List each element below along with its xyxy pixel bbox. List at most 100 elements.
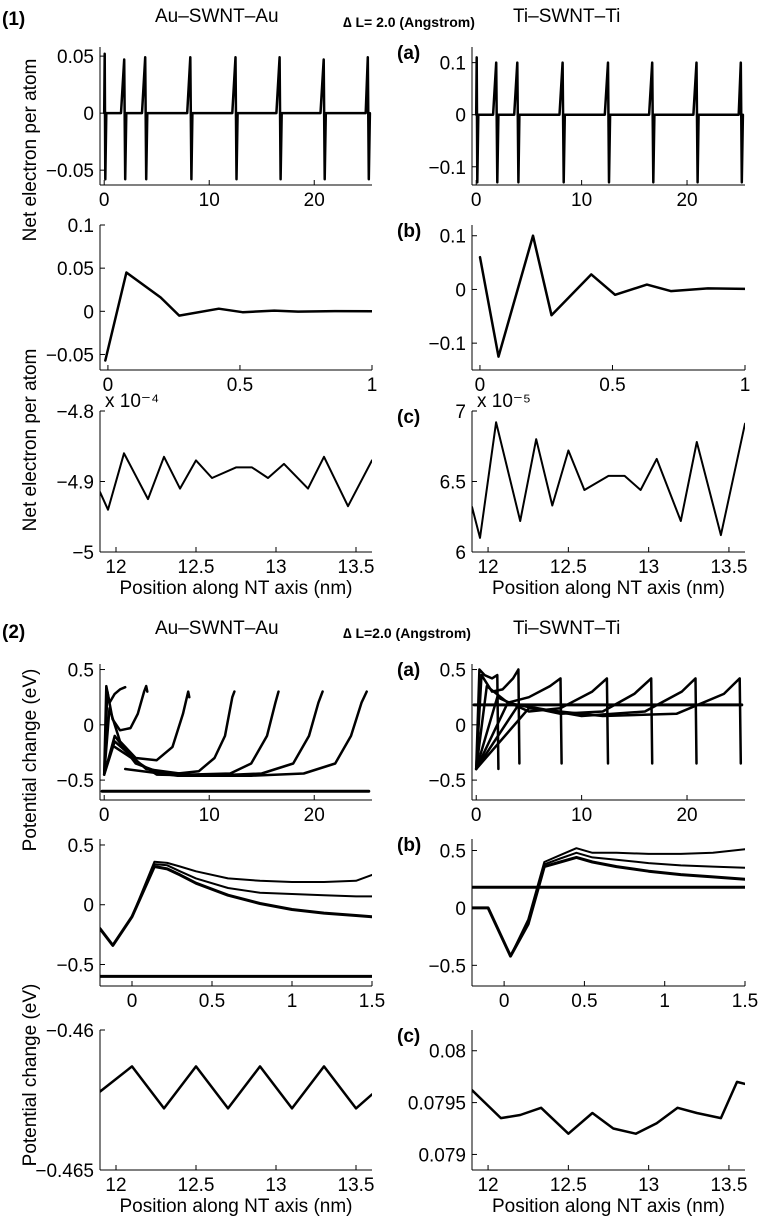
x-tick-label: 12	[105, 557, 126, 578]
ylabel-section1-upper: Net electron per atom	[20, 59, 41, 242]
section2-right-title: Ti–SWNT–Ti	[513, 618, 620, 639]
series-line	[472, 851, 745, 958]
panel-letter: (a)	[397, 660, 420, 681]
panel-p2-ti-c: 12 12.5 13 13.5 0.079 0.0795 0.08 (c) Position a…	[397, 1026, 747, 1217]
x-tick-label: 12	[105, 1175, 126, 1196]
y-tick-label: 0	[455, 899, 466, 920]
x-tick-label: 13.5	[710, 557, 747, 578]
series-line	[100, 863, 372, 947]
series-line	[472, 1080, 745, 1135]
panel-p2-au-b: 0 0.5 1 1.5 −0.5 0 0.5	[56, 836, 385, 1012]
panel-p1-ti-b: 0 0.5 1 −0.1 0 0.1 (b)	[397, 221, 750, 396]
x-axis-label: Position along NT axis (nm)	[119, 578, 352, 599]
y-tick-label: 6	[455, 543, 466, 564]
series-line	[100, 860, 372, 947]
y-tick-label: 0.0795	[408, 1094, 466, 1115]
x-tick-label: 1.5	[732, 991, 758, 1012]
x-axis-label: Position along NT axis (nm)	[492, 1196, 725, 1217]
x-tick-label: 0	[103, 375, 114, 396]
y-tick-label: 0.079	[418, 1145, 466, 1166]
series-line	[478, 234, 745, 358]
series-line	[100, 865, 372, 947]
x-tick-label: 12.5	[550, 1175, 587, 1196]
panel-p1-au-b: 0 0.5 1 −0.05 0 0.05 0.1	[46, 216, 377, 396]
x-tick-label: 10	[571, 805, 592, 826]
section1-left-title: Au–SWNT–Au	[155, 6, 279, 27]
series-line	[474, 677, 610, 771]
y-tick-label: −0.05	[46, 345, 94, 366]
x-tick-label: 0	[99, 190, 110, 211]
x-tick-label: 0.5	[571, 991, 597, 1012]
y-tick-label: 0.08	[429, 1042, 466, 1063]
x-tick-label: 13	[265, 557, 286, 578]
ylabel-section2-upper: Potential change (eV)	[20, 669, 41, 852]
series-line	[104, 271, 372, 362]
y-tick-label: −0.46	[46, 1021, 94, 1042]
x-tick-label: 13	[265, 1175, 286, 1196]
panel-p1-ti-c: 12 12.5 13 13.5 6 6.5 7 (c) x 10⁻⁵ Position along…	[397, 391, 747, 599]
section1-right-title: Ti–SWNT–Ti	[513, 6, 620, 27]
x-tick-label: 13	[638, 557, 659, 578]
panel-letter: (b)	[397, 221, 421, 242]
y-tick-label: 0.1	[68, 216, 94, 237]
y-tick-label: 0	[83, 302, 94, 323]
ylabel-section1-lower: Net electron per atom	[20, 349, 41, 532]
series-line	[474, 677, 698, 771]
y-tick-label: 7	[455, 402, 466, 423]
x-tick-label: 12	[477, 1175, 498, 1196]
y-tick-label: 0	[83, 896, 94, 917]
x-tick-label: 20	[676, 190, 697, 211]
y-tick-label: 6.5	[440, 473, 466, 494]
y-tick-label: −0.465	[35, 1161, 94, 1182]
x-tick-label: 0	[471, 805, 482, 826]
x-tick-label: 0	[127, 991, 138, 1012]
x-tick-label: 0	[99, 805, 110, 826]
panel-letter: (a)	[397, 43, 420, 64]
x-tick-label: 0	[499, 991, 510, 1012]
panel-p2-ti-b: 0 0.5 1 1.5 −0.5 0 0.5 (b)	[397, 835, 758, 1012]
y-tick-label: −4.8	[56, 402, 94, 423]
panel-letter: (b)	[397, 835, 421, 856]
y-tick-label: 0.5	[440, 661, 466, 682]
y-tick-label: −0.05	[46, 161, 94, 182]
x-tick-label: 13.5	[338, 1175, 375, 1196]
panel-p2-au-c: 12 12.5 13 13.5 −0.465 −0.46 Position along NT…	[35, 1021, 374, 1217]
x-tick-label: 12.5	[178, 1175, 215, 1196]
x-tick-label: 1	[740, 375, 751, 396]
y-tick-label: −4.9	[56, 473, 94, 494]
series-line	[113, 690, 324, 777]
x-tick-label: 12.5	[178, 557, 215, 578]
section1-number: (1)	[2, 9, 25, 30]
x-tick-label: 0.5	[199, 991, 225, 1012]
x-tick-label: 10	[199, 190, 220, 211]
x-tick-label: 10	[571, 190, 592, 211]
panel-p2-au-a: 0 10 20−0.500.5	[56, 661, 372, 826]
y-tick-label: 0	[455, 106, 466, 127]
y-tick-label: 0.1	[440, 227, 466, 248]
panel-p1-au-c: 12 12.5 13 13.5 −5 −4.9 −4.8 x 10⁻⁴ Position alo…	[56, 391, 374, 599]
y-tick-label: 0	[455, 280, 466, 301]
y-tick-label: −0.5	[428, 956, 466, 977]
x-tick-label: 13	[638, 1175, 659, 1196]
x-tick-label: 12.5	[550, 557, 587, 578]
y-tick-label: 0	[83, 716, 94, 737]
y-tick-label: −0.5	[56, 955, 94, 976]
panel-letter: (c)	[397, 407, 420, 428]
section2-number: (2)	[2, 622, 25, 643]
x-tick-label: 0	[471, 190, 482, 211]
section1-dl-label: ∆ L= 2.0 (Angstrom)	[343, 14, 475, 30]
x-tick-label: 1	[367, 375, 378, 396]
x-axis-label: Position along NT axis (nm)	[119, 1196, 352, 1217]
panel-p2-ti-a: 0 10 20−0.500.5(a)	[397, 660, 745, 826]
y-tick-label: 0.1	[440, 54, 466, 75]
y-tick-label: 0	[455, 716, 466, 737]
y-tick-label: 0.05	[57, 259, 94, 280]
x-tick-label: 13.5	[710, 1175, 747, 1196]
x-tick-label: 13.5	[338, 557, 375, 578]
section2-dl-label: ∆ L=2.0 (Angstrom)	[343, 625, 471, 641]
x-tick-label: 0	[475, 375, 486, 396]
series-line	[102, 684, 149, 776]
